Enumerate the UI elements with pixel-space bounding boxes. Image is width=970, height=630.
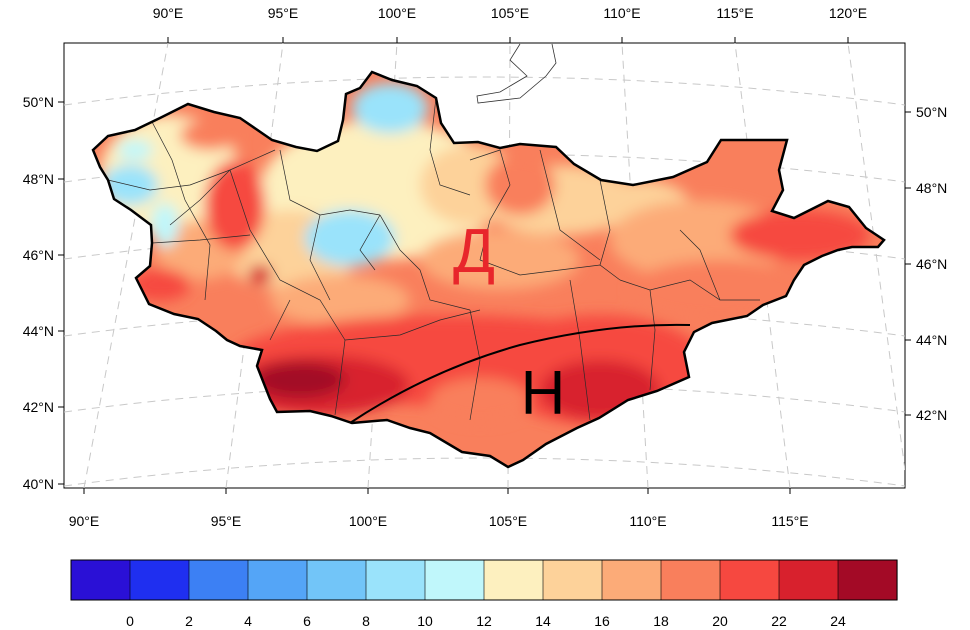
province-boundaries	[107, 97, 760, 421]
colorbar-label: 24	[830, 613, 846, 629]
colorbar-swatch	[129, 559, 190, 601]
colorbar-swatch	[247, 559, 308, 601]
colorbar-label: 22	[771, 613, 787, 629]
colorbar-label: 14	[535, 613, 551, 629]
top-lon-label: 95°E	[268, 5, 299, 21]
left-lat-label: 40°N	[23, 476, 54, 492]
top-lon-label: 115°E	[716, 5, 753, 21]
colorbar-swatch	[188, 559, 249, 601]
colorbar-swatch	[70, 559, 131, 601]
tick-marks	[58, 37, 911, 494]
left-lat-label: 44°N	[23, 323, 54, 339]
colorbar-label: 4	[244, 613, 252, 629]
right-lat-label: 48°N	[916, 180, 947, 196]
colorbar-label: 12	[476, 613, 492, 629]
right-lat-label: 42°N	[916, 407, 947, 423]
left-lat-label: 42°N	[23, 399, 54, 415]
colorbar-swatch	[306, 559, 367, 601]
colorbar-swatch	[365, 559, 426, 601]
colorbar-swatch	[719, 559, 780, 601]
bottom-lon-label: 95°E	[211, 513, 242, 529]
boundary-curve	[349, 323, 691, 424]
top-lon-label: 110°E	[603, 5, 640, 21]
left-latitude-labels: 40°N 42°N 44°N 46°N 48°N 50°N	[23, 94, 54, 492]
colorbar-label: 18	[653, 613, 669, 629]
colorbar-labels: 0 2 4 6 8 10 12 14 16 18 20 22 24	[126, 613, 846, 629]
top-lon-label: 100°E	[378, 5, 416, 21]
neighbour-border-line	[476, 43, 557, 104]
colorbar-label: 16	[594, 613, 610, 629]
top-lon-label: 120°E	[829, 5, 867, 21]
colorbar-label: 2	[185, 613, 193, 629]
right-lat-label: 50°N	[916, 104, 947, 120]
top-longitude-labels: 90°E 95°E 100°E 105°E 110°E 115°E 120°E	[153, 5, 867, 21]
colorbar-swatches	[70, 559, 898, 601]
north-letter: Д	[453, 217, 495, 286]
right-lat-label: 46°N	[916, 256, 947, 272]
colorbar-frame	[70, 559, 898, 601]
colorbar-swatch	[601, 559, 662, 601]
colorbar-label: 8	[362, 613, 370, 629]
colorbar-label: 6	[303, 613, 311, 629]
colorbar-swatch	[424, 559, 485, 601]
colorbar-label: 0	[126, 613, 134, 629]
top-lon-label: 105°E	[491, 5, 529, 21]
colorbar-swatch	[483, 559, 544, 601]
bottom-lon-label: 100°E	[349, 513, 387, 529]
bottom-lon-label: 110°E	[629, 513, 666, 529]
colorbar: 0 2 4 6 8 10 12 14 16 18 20 22 24	[70, 559, 898, 629]
colorbar-swatch	[542, 559, 603, 601]
left-lat-label: 50°N	[23, 94, 54, 110]
bottom-longitude-labels: 90°E 95°E 100°E 105°E 110°E 115°E	[69, 513, 809, 529]
colorbar-swatch	[660, 559, 721, 601]
top-lon-label: 90°E	[153, 5, 184, 21]
colorbar-label: 10	[417, 613, 433, 629]
colorbar-swatch	[778, 559, 839, 601]
colorbar-swatch	[837, 559, 898, 601]
right-latitude-labels: 42°N 44°N 46°N 48°N 50°N	[916, 104, 947, 423]
bottom-lon-label: 90°E	[69, 513, 100, 529]
south-letter: Н	[521, 359, 566, 428]
left-lat-label: 46°N	[23, 247, 54, 263]
bottom-lon-label: 115°E	[771, 513, 808, 529]
left-lat-label: 48°N	[23, 171, 54, 187]
bottom-lon-label: 105°E	[489, 513, 527, 529]
colorbar-label: 20	[712, 613, 728, 629]
right-lat-label: 44°N	[916, 332, 947, 348]
